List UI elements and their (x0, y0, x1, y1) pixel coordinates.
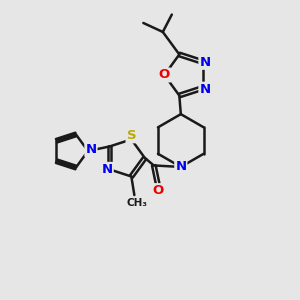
Text: O: O (153, 184, 164, 197)
Text: N: N (200, 83, 211, 96)
Text: N: N (200, 56, 211, 69)
Text: N: N (85, 143, 97, 156)
Text: N: N (102, 163, 113, 176)
Text: N: N (175, 160, 186, 173)
Text: CH₃: CH₃ (126, 198, 147, 208)
Text: S: S (127, 129, 136, 142)
Text: O: O (159, 68, 170, 82)
